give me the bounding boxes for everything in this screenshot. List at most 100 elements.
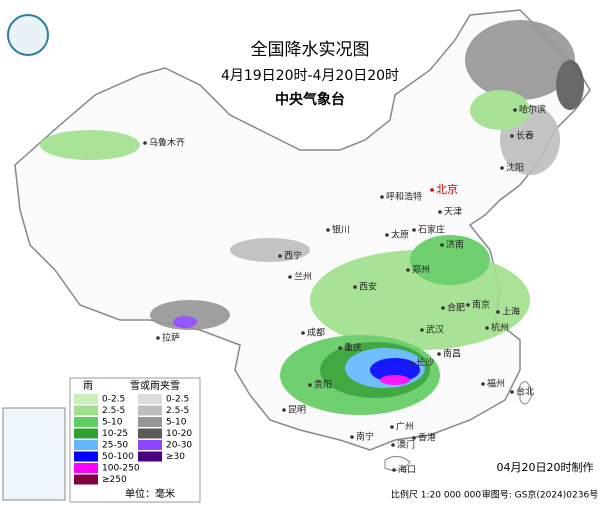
city-dot bbox=[390, 425, 394, 429]
snow-area bbox=[556, 60, 584, 110]
legend-swatch bbox=[138, 405, 162, 416]
legend-swatch bbox=[74, 440, 98, 450]
legend-swatch bbox=[138, 428, 162, 439]
city-dot bbox=[406, 268, 410, 272]
city-label: 太原 bbox=[391, 229, 409, 241]
snow-area bbox=[465, 20, 575, 100]
taiwan-island bbox=[519, 381, 533, 405]
city-dot bbox=[510, 390, 514, 394]
city-label: 天津 bbox=[444, 207, 462, 218]
city-label: 成都 bbox=[307, 327, 325, 339]
precipitation-areas bbox=[40, 20, 584, 415]
legend-swatch bbox=[74, 417, 98, 427]
agency: 中央气象台 bbox=[275, 91, 345, 108]
south-sea-inset bbox=[2, 407, 66, 501]
legend-swatch bbox=[74, 463, 98, 473]
city-label: 合肥 bbox=[447, 302, 465, 314]
city-label: 郑州 bbox=[412, 264, 430, 276]
city-dot bbox=[301, 331, 305, 335]
city-dot bbox=[338, 346, 342, 350]
legend-label: 2.5-5 bbox=[166, 406, 189, 416]
city-dot bbox=[350, 435, 354, 439]
snow-area bbox=[230, 238, 310, 262]
city-label: 济南 bbox=[446, 239, 464, 251]
city-dot bbox=[437, 352, 441, 356]
city-label: 广州 bbox=[396, 421, 414, 433]
legend-label: 0-2.5 bbox=[102, 395, 125, 405]
city-dot bbox=[353, 285, 357, 289]
city-label: 昆明 bbox=[288, 405, 306, 416]
city-label: 重庆 bbox=[344, 342, 362, 354]
city-label: 拉萨 bbox=[162, 332, 180, 344]
city-dot bbox=[510, 134, 514, 138]
legend-swatch bbox=[138, 394, 162, 404]
city-dot bbox=[392, 468, 396, 472]
city-dot bbox=[481, 382, 485, 386]
city-dot bbox=[513, 108, 517, 112]
city-dot bbox=[308, 383, 312, 387]
city-dot bbox=[143, 141, 147, 145]
legend-label: 10-25 bbox=[102, 429, 128, 439]
city-label: 乌鲁木齐 bbox=[149, 137, 185, 149]
legend-label: 0-2.5 bbox=[166, 395, 189, 405]
city-dot bbox=[430, 188, 434, 192]
title: 全国降水实况图 bbox=[251, 40, 370, 60]
legend-swatch bbox=[138, 440, 162, 450]
city-label: 哈尔滨 bbox=[519, 104, 546, 116]
city-dot bbox=[438, 210, 442, 214]
legend-label: 2.5-5 bbox=[102, 406, 125, 416]
city-label: 呼和浩特 bbox=[386, 191, 422, 203]
legend-swatch bbox=[74, 405, 98, 416]
legend-label: 25-50 bbox=[102, 441, 128, 451]
city-label: 香港 bbox=[418, 432, 436, 444]
city-label: 北京 bbox=[436, 182, 458, 196]
made-time: 04月20日20时制作 bbox=[497, 461, 594, 474]
hainan-island bbox=[384, 456, 411, 471]
legend-swatch bbox=[138, 417, 162, 427]
legend-title: 雨 bbox=[83, 381, 93, 392]
city-dot bbox=[288, 275, 292, 279]
city-dot bbox=[380, 195, 384, 199]
city-dot bbox=[496, 310, 500, 314]
city-dot bbox=[410, 361, 414, 365]
city-dot bbox=[485, 326, 489, 330]
city-label: 南京 bbox=[472, 299, 490, 311]
city-label: 长春 bbox=[516, 130, 534, 142]
city-dot bbox=[466, 303, 470, 307]
city-label: 石家庄 bbox=[418, 224, 445, 236]
city-label: 南宁 bbox=[356, 431, 374, 443]
city-dot bbox=[500, 166, 504, 170]
rain-area bbox=[380, 375, 410, 385]
logo bbox=[7, 14, 49, 56]
period: 4月19日20时-4月20日20时 bbox=[221, 68, 399, 84]
rain-area bbox=[410, 235, 490, 285]
city-label: 上海 bbox=[502, 306, 520, 318]
city-label: 兰州 bbox=[294, 271, 312, 283]
scale: 比例尺 1:20 000 000 bbox=[391, 489, 481, 501]
city-label: 银川 bbox=[332, 224, 350, 236]
legend-unit: 单位：毫米 bbox=[125, 487, 175, 500]
city-label: 武汉 bbox=[426, 324, 444, 336]
legend-label: ≥250 bbox=[102, 475, 127, 485]
legend-swatch bbox=[74, 428, 98, 439]
legend-label: 100-250 bbox=[102, 464, 140, 474]
rain-area bbox=[470, 90, 530, 130]
city-label: 台北 bbox=[516, 386, 534, 398]
rain-area bbox=[370, 358, 420, 382]
city-dot bbox=[420, 328, 424, 332]
city-label: 福州 bbox=[487, 378, 505, 390]
legend-label: 5-10 bbox=[102, 418, 123, 428]
city-label: 西安 bbox=[359, 281, 377, 293]
legend-swatch bbox=[74, 451, 98, 462]
legend-label: 50-100 bbox=[102, 452, 134, 462]
legend-label: ≥30 bbox=[166, 452, 185, 462]
legend-swatch bbox=[138, 451, 162, 462]
city-label: 杭州 bbox=[491, 322, 509, 334]
snow-area bbox=[150, 300, 230, 330]
city-dot bbox=[385, 233, 389, 237]
city-dot bbox=[412, 436, 416, 440]
review-number: 审图号: GS京(2024)0236号 bbox=[482, 489, 598, 501]
city-dot bbox=[156, 336, 160, 340]
city-dot bbox=[391, 443, 395, 447]
